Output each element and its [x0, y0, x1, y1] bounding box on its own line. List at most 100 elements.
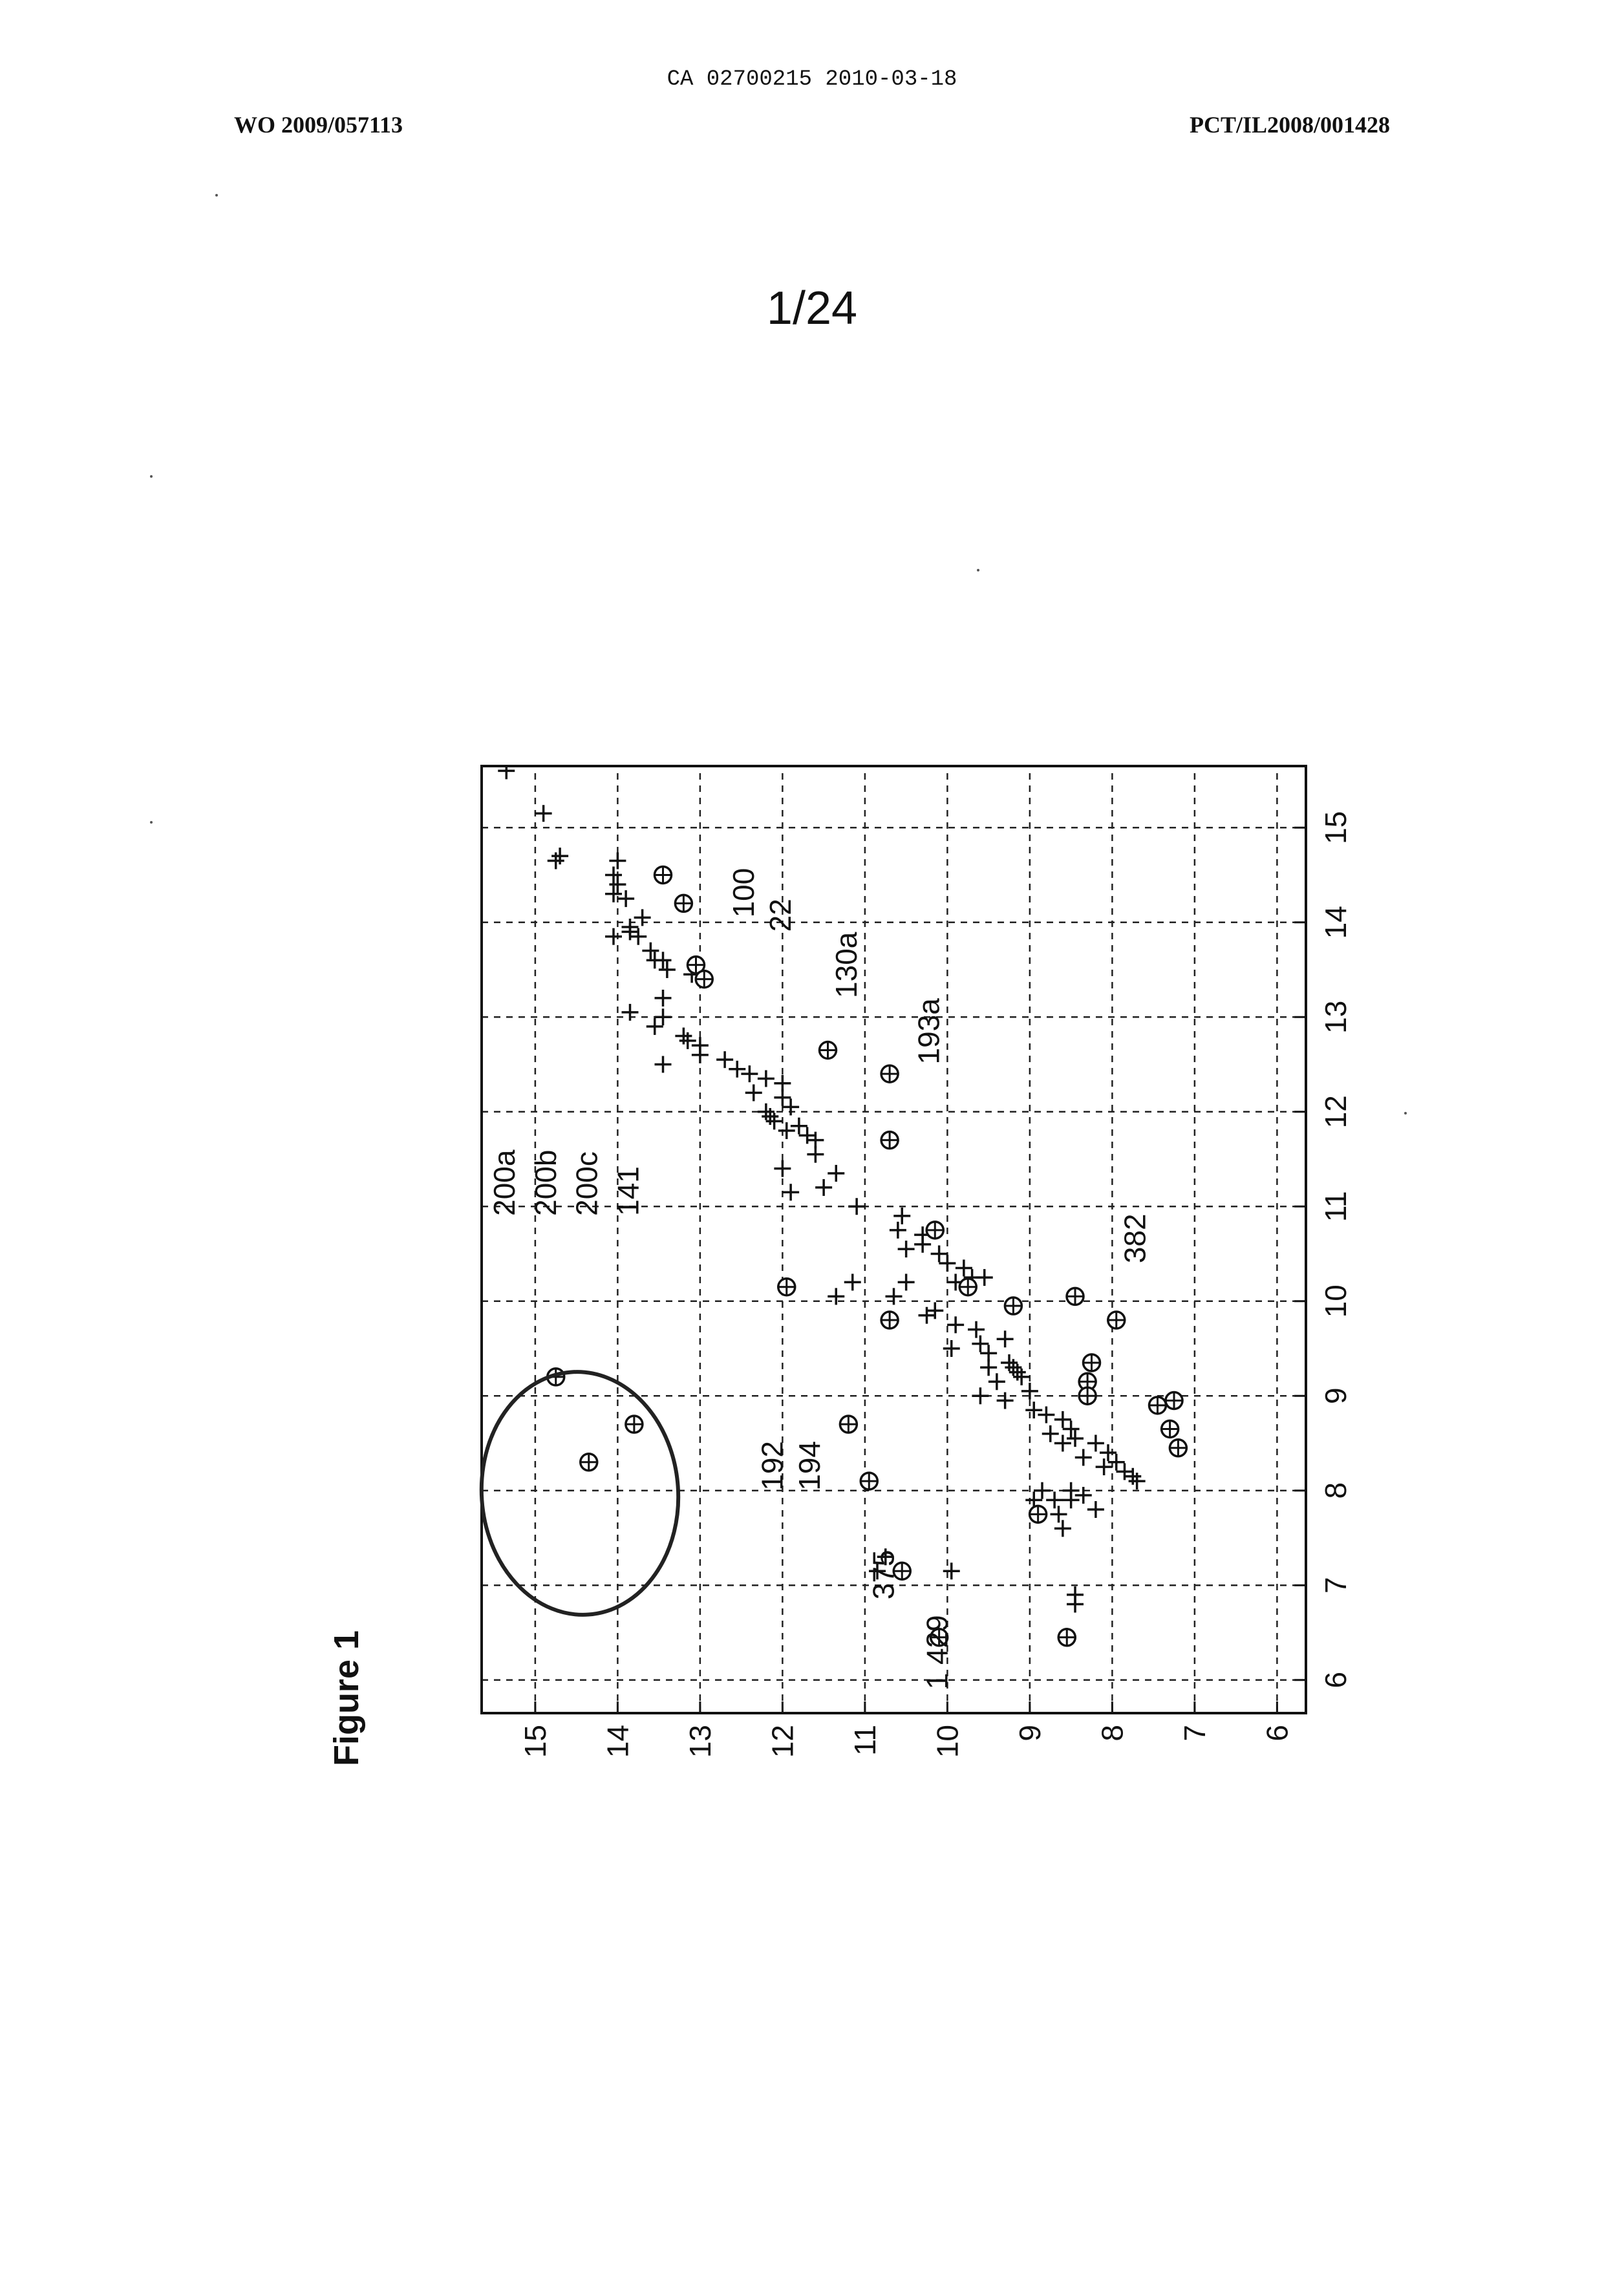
plus-marker — [972, 1387, 988, 1404]
x-tick-label: 8 — [1319, 1482, 1352, 1499]
circle-plus-marker — [1005, 1297, 1021, 1314]
y-tick-label: 14 — [601, 1725, 634, 1758]
plus-marker — [622, 1004, 639, 1021]
circle-plus-marker — [1067, 1288, 1084, 1305]
circle-plus-marker — [1058, 1629, 1075, 1646]
circle-plus-marker — [1079, 1387, 1096, 1404]
plus-marker — [997, 1392, 1014, 1409]
x-tick-label: 11 — [1319, 1191, 1352, 1222]
y-tick-label: 13 — [683, 1725, 717, 1758]
plus-marker — [609, 853, 626, 869]
plus-marker — [1054, 1411, 1071, 1428]
plus-marker — [886, 1288, 903, 1305]
plus-marker — [828, 1288, 844, 1305]
plus-marker — [1116, 1463, 1133, 1480]
plus-marker — [1025, 1402, 1042, 1418]
plus-marker — [605, 866, 622, 883]
point-label: 200b — [529, 1150, 562, 1216]
plus-marker — [716, 1051, 733, 1068]
plus-marker — [1013, 1369, 1030, 1385]
plus-marker — [791, 1118, 807, 1135]
circle-plus-marker — [881, 1312, 898, 1328]
plus-marker — [1046, 1491, 1063, 1508]
highlight-ellipse — [473, 1365, 686, 1621]
plus-marker — [976, 1269, 993, 1286]
point-label: 22 — [764, 899, 797, 932]
circle-plus-marker — [778, 1279, 795, 1296]
point-label: 200c — [570, 1151, 604, 1216]
plus-marker — [1075, 1449, 1092, 1466]
x-tick-label: 7 — [1319, 1577, 1352, 1594]
plus-marker — [1021, 1383, 1038, 1400]
plus-marker — [1063, 1421, 1080, 1438]
circle-plus-marker — [626, 1416, 643, 1433]
plus-marker — [898, 1241, 915, 1257]
plus-marker — [535, 805, 552, 822]
point-label: 192 — [755, 1441, 789, 1491]
plus-marker — [956, 1259, 972, 1276]
plus-marker — [844, 1274, 861, 1290]
plus-marker — [655, 990, 672, 1007]
plus-marker — [646, 1018, 663, 1035]
x-tick-label: 6 — [1319, 1672, 1352, 1689]
plus-marker — [548, 853, 564, 869]
x-axis: 6789101112131415 — [1294, 811, 1352, 1689]
plus-marker — [762, 1108, 778, 1125]
plus-marker — [766, 1113, 783, 1129]
plus-marker — [926, 1302, 943, 1319]
point-label: 141 — [611, 1166, 645, 1216]
plus-marker — [729, 1061, 745, 1078]
plus-marker — [758, 1070, 775, 1087]
plus-marker — [655, 952, 672, 968]
plus-marker — [1108, 1454, 1125, 1471]
y-tick-label: 11 — [848, 1725, 882, 1756]
point-label: 194 — [793, 1441, 826, 1491]
plus-marker — [947, 1316, 964, 1333]
plus-marker — [893, 1208, 910, 1224]
plus-marker — [675, 1028, 692, 1045]
point-label: 200a — [487, 1149, 521, 1216]
plus-marker — [939, 1255, 956, 1272]
plus-marker — [914, 1236, 931, 1253]
plus-marker — [988, 1373, 1005, 1390]
plus-marker — [659, 961, 676, 978]
plus-marker — [605, 886, 622, 902]
circle-plus-marker — [1030, 1506, 1047, 1522]
y-tick-label: 8 — [1095, 1725, 1129, 1742]
plus-marker — [1001, 1354, 1018, 1371]
circle-plus-marker — [1084, 1354, 1100, 1371]
circle-plus-marker — [820, 1042, 837, 1059]
plus-marker — [972, 1336, 988, 1352]
plus-marker — [782, 1184, 799, 1200]
circle-plus-marker — [840, 1416, 857, 1433]
plus-marker — [828, 1165, 844, 1182]
y-tick-label: 15 — [518, 1725, 552, 1758]
point-label: 193a — [912, 998, 946, 1065]
plus-marker — [655, 1008, 672, 1025]
plus-marker — [848, 1198, 865, 1215]
plus-marker — [551, 848, 568, 864]
plus-marker — [617, 890, 634, 907]
circle-plus-marker — [675, 895, 692, 912]
circle-plus-marker — [1166, 1392, 1182, 1409]
y-tick-label: 12 — [765, 1725, 799, 1758]
plus-marker — [1124, 1468, 1141, 1485]
point-label: 375 — [867, 1550, 901, 1599]
circle-plus-marker — [926, 1222, 943, 1239]
plus-marker — [799, 1127, 816, 1144]
circle-plus-marker — [1149, 1397, 1166, 1414]
x-tick-label: 14 — [1319, 906, 1352, 939]
circle-plus-marker — [1162, 1421, 1179, 1438]
plus-marker — [997, 1330, 1014, 1347]
plus-marker — [943, 1562, 960, 1579]
point-label: 130a — [829, 932, 863, 998]
plus-marker — [630, 928, 646, 945]
plus-marker — [679, 1032, 696, 1049]
plus-marker — [1063, 1491, 1080, 1508]
plus-marker — [774, 1160, 791, 1177]
x-tick-label: 9 — [1319, 1387, 1352, 1404]
point-label: 1 429 — [920, 1615, 954, 1689]
plus-marker — [758, 1104, 775, 1120]
plus-marker — [1067, 1430, 1084, 1447]
